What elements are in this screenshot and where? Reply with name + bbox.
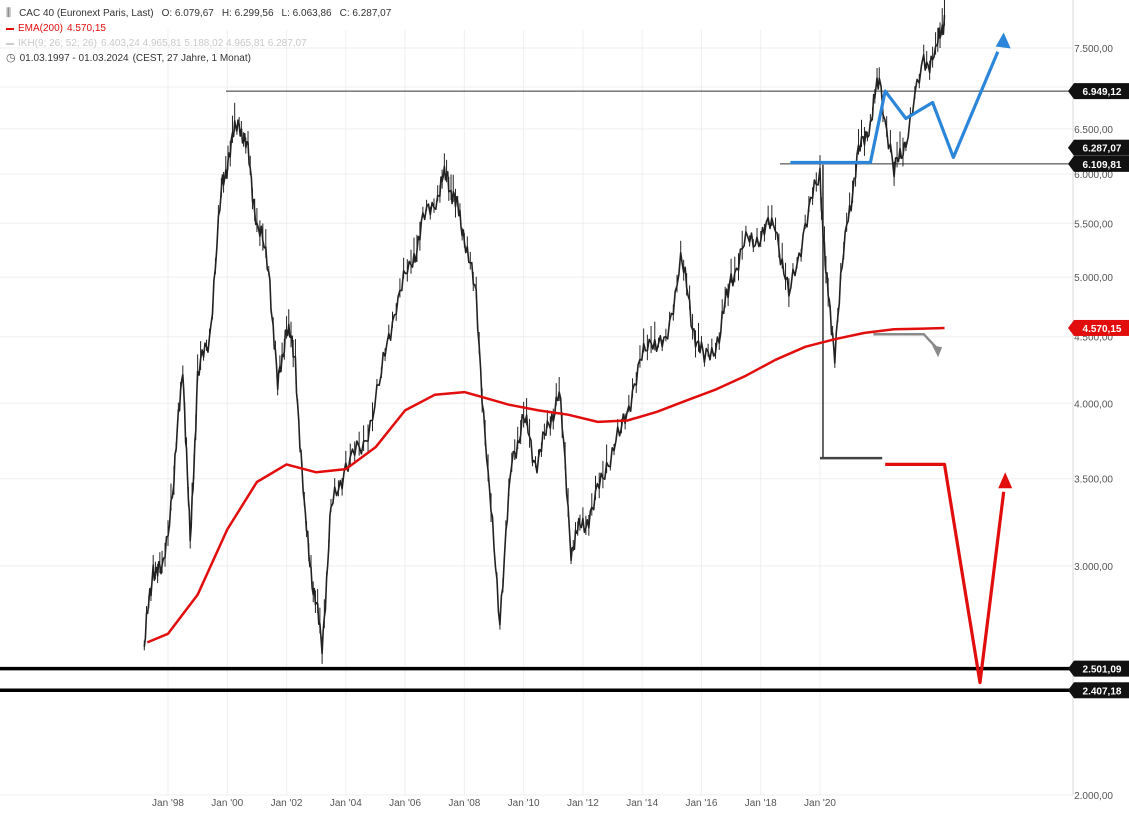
tag-last-close-label: 6.287,07 <box>1083 144 1122 155</box>
bear-scenario-path <box>885 462 1006 685</box>
legend-instrument: CAC 40 (Euronext Paris, Last) <box>19 8 154 19</box>
tag-2501: 2.501,09 <box>1068 660 1129 677</box>
tag-last-close: 6.287,07 <box>1068 139 1129 156</box>
tag-6109-box <box>1074 155 1129 172</box>
legend-range: 01.03.1997 - 01.03.2024 <box>19 53 129 64</box>
x-tick-label: Jan '08 <box>448 798 480 809</box>
tag-ema-pointer <box>1068 319 1074 336</box>
y-tick-label: 7.500,00 <box>1074 44 1113 55</box>
tag-2501-label: 2.501,09 <box>1083 665 1122 676</box>
bull-scenario-path <box>790 51 1000 165</box>
x-tick-label: Jan '12 <box>567 798 599 809</box>
price-tags: 6.949,12 6.287,07 6.109,81 4.570,15 2.501,09… <box>1068 83 1129 699</box>
ema-swatch-icon <box>6 27 14 30</box>
x-tick-label: Jan '14 <box>626 798 658 809</box>
legend-ema-value: 4.570,15 <box>67 23 106 34</box>
y-tick-label: 4.500,00 <box>1074 333 1113 344</box>
legend-low: L: 6.063,86 <box>281 8 332 19</box>
tag-ema-box <box>1074 319 1129 336</box>
candles-icon: ⫼ <box>6 7 12 19</box>
x-tick-label: Jan '00 <box>211 798 243 809</box>
y-tick-label: 3.000,00 <box>1074 562 1113 573</box>
legend-ohlc-row: ⫼ CAC 40 (Euronext Paris, Last) O: 6.079… <box>6 6 395 21</box>
ema-line <box>146 326 945 644</box>
tag-last-close-box <box>1074 139 1129 156</box>
legend-close: C: 6.287,07 <box>339 8 392 19</box>
legend-ikh-values: 6.403,24 4.965,81 5.188,02 4.965,81 6.28… <box>100 38 307 49</box>
legend-ikh-row: IKH(9; 26; 52; 26) 6.403,24 4.965,81 5.1… <box>6 36 395 51</box>
y-tick-label: 2.000,00 <box>1074 791 1113 802</box>
neutral-scenario-path <box>873 332 937 348</box>
legend-range-row: ◷ 01.03.1997 - 01.03.2024 (CEST, 27 Jahr… <box>6 51 395 66</box>
tag-6949-pointer <box>1068 83 1074 100</box>
legend-high: H: 6.299,56 <box>221 8 274 19</box>
legend-range-detail: (CEST, 27 Jahre, 1 Monat) <box>132 53 251 64</box>
y-tick-label: 5.500,00 <box>1074 219 1113 230</box>
y-tick-label: 6.000,00 <box>1074 170 1113 181</box>
tag-2407-box <box>1074 682 1129 699</box>
x-tick-label: Jan '98 <box>152 798 184 809</box>
x-tick-label: Jan '18 <box>745 798 777 809</box>
legend-ema-label: EMA(200) <box>18 23 64 34</box>
x-tick-label: Jan '20 <box>804 798 836 809</box>
legend-ema-row: EMA(200) 4.570,15 <box>6 21 395 36</box>
chart-legend: ⫼ CAC 40 (Euronext Paris, Last) O: 6.079… <box>6 6 395 66</box>
legend-open: O: 6.079,67 <box>161 8 214 19</box>
tag-ema-label: 4.570,15 <box>1083 324 1122 335</box>
tag-2407-label: 2.407,18 <box>1083 686 1122 697</box>
scenario-drawings <box>790 32 1013 685</box>
tag-6949-label: 6.949,12 <box>1083 87 1122 98</box>
neutral-arrow-icon <box>932 345 943 358</box>
tag-2407-pointer <box>1068 682 1074 699</box>
ikh-swatch-icon <box>6 42 14 45</box>
x-tick-label: Jan '16 <box>685 798 717 809</box>
tag-2407: 2.407,18 <box>1068 682 1129 699</box>
bull-arrow-icon <box>995 32 1011 49</box>
y-tick-label: 3.500,00 <box>1074 475 1113 486</box>
y-tick-label: 6.500,00 <box>1074 125 1113 136</box>
bear-arrow-icon <box>998 472 1013 489</box>
x-tick-label: Jan '10 <box>508 798 540 809</box>
tag-6949-box <box>1074 83 1129 100</box>
price-series <box>143 0 946 664</box>
ema-series <box>146 326 945 644</box>
tag-6109: 6.109,81 <box>1068 155 1129 172</box>
tag-6949: 6.949,12 <box>1068 83 1129 100</box>
tag-2501-box <box>1074 660 1129 677</box>
x-tick-label: Jan '06 <box>389 798 421 809</box>
x-tick-label: Jan '02 <box>271 798 303 809</box>
legend-ikh-label: IKH(9; 26; 52; 26) <box>18 38 97 49</box>
tag-ema: 4.570,15 <box>1068 319 1129 336</box>
y-tick-label: 4.000,00 <box>1074 399 1113 410</box>
tag-2501-pointer <box>1068 660 1074 677</box>
tag-6109-label: 6.109,81 <box>1083 160 1122 171</box>
tag-6109-pointer <box>1068 155 1074 172</box>
clock-icon: ◷ <box>6 52 16 64</box>
x-tick-label: Jan '04 <box>330 798 362 809</box>
level-lines <box>0 90 1073 693</box>
tag-last-close-pointer <box>1068 139 1074 156</box>
y-tick-label: 5.000,00 <box>1074 273 1113 284</box>
